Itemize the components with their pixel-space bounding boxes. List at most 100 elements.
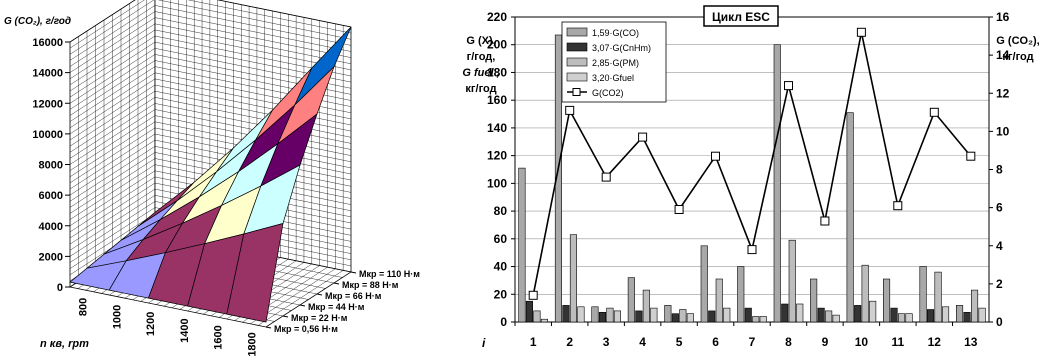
- co2-point: [638, 132, 648, 142]
- bar: [686, 313, 694, 323]
- y-tick-label: 120: [487, 149, 507, 163]
- bar: [744, 307, 752, 323]
- bar: [796, 303, 804, 323]
- y-right-tick-label: 8: [996, 163, 1003, 177]
- category-label: 4: [639, 335, 646, 349]
- bar: [650, 307, 658, 323]
- chart-title-box: Цикл ESC: [703, 5, 779, 27]
- bar: [825, 310, 833, 323]
- wall-gridline: [69, 11, 352, 67]
- bar: [897, 313, 906, 323]
- z-tick-label: 8000: [39, 160, 63, 172]
- category-label: 8: [785, 335, 792, 349]
- torque-tick-mark: [316, 293, 323, 296]
- y-tick-label: 220: [487, 10, 507, 24]
- wall-gridline: [69, 60, 352, 116]
- wall-gridline: [69, 207, 352, 263]
- chart-title: Цикл ESC: [712, 10, 770, 24]
- wall-gridline: [69, 188, 352, 245]
- y-tick-label: 40: [494, 260, 508, 274]
- right-axis-label: G (CO₂), кг/год: [996, 35, 1039, 63]
- bar: [577, 306, 585, 323]
- surface-chart: G (CO₂), г/год 0 2000 4000 6000 8000 10000 120…: [4, 0, 420, 356]
- x-axis-ticks: 800 1000 1200 1400 1600 1800: [78, 298, 259, 356]
- wall-gridline: [69, 23, 352, 79]
- bar: [679, 309, 687, 323]
- wall-gridline: [69, 48, 352, 104]
- legend-label: 3,20·Gfuel: [592, 73, 634, 83]
- bar: [533, 310, 541, 323]
- bar: [554, 34, 563, 323]
- bar: [671, 313, 679, 323]
- y-right-tick-label: 16: [996, 10, 1010, 24]
- wall-gridline: [69, 0, 352, 43]
- left-axis-label-line: г/год,: [467, 51, 496, 63]
- wall-gridline: [69, 29, 352, 86]
- co2-point: [747, 245, 757, 255]
- legend-swatch: [566, 42, 588, 52]
- torque-tick-mark: [282, 315, 289, 318]
- bar: [759, 316, 767, 323]
- bar: [861, 264, 869, 323]
- bar: [869, 300, 877, 323]
- left-axis-label-line: кг/год: [465, 83, 496, 95]
- z-tick-label: 10000: [32, 129, 63, 141]
- bar: [518, 167, 526, 323]
- z-axis-label: G (CO₂), г/год: [4, 16, 71, 27]
- bar: [788, 239, 796, 323]
- y-right-tick-label: 0: [996, 315, 1003, 329]
- z-tick-label: 14000: [32, 68, 63, 80]
- bar: [890, 307, 898, 323]
- z-tick-label: 12000: [32, 98, 63, 110]
- category-label: 6: [712, 335, 719, 349]
- bar: [854, 305, 862, 323]
- category-label: 5: [676, 335, 683, 349]
- right-axis-ticks: 0 2 4 6 8 10 12 14 16: [989, 10, 1010, 329]
- surface-patch: [226, 223, 284, 323]
- right-axis-label-line: G (CO₂),: [996, 35, 1039, 47]
- wall-gridline: [69, 66, 352, 122]
- category-label: 7: [749, 335, 756, 349]
- bar: [525, 300, 534, 323]
- left-axis-label-line: G (X),: [466, 35, 495, 47]
- bar: [781, 303, 789, 323]
- legend-label: 1,59·G(CO): [592, 28, 639, 38]
- bar: [700, 245, 708, 323]
- category-label: 12: [928, 335, 942, 349]
- bar: [598, 311, 607, 323]
- legend-marker: [572, 88, 581, 96]
- bar: [737, 266, 745, 323]
- co2-point: [674, 205, 684, 214]
- x-tick-label: 800: [78, 298, 90, 316]
- torque-label: Мкр = 22 Н·м: [291, 313, 348, 323]
- y-right-tick-label: 14: [996, 48, 1010, 62]
- x-tick-label: 1600: [213, 325, 225, 349]
- co2-point: [528, 290, 538, 300]
- y-right-tick-label: 4: [996, 239, 1003, 253]
- legend-swatch: [566, 57, 588, 67]
- category-label: 3: [603, 335, 610, 349]
- bar: [978, 307, 986, 323]
- legend-label: 3,07·G(CnHm): [592, 43, 651, 53]
- co2-point: [856, 27, 866, 37]
- wall-gridline: [69, 17, 352, 73]
- bar: [941, 306, 950, 323]
- category-label: 2: [566, 335, 573, 349]
- bar: [955, 305, 964, 323]
- legend-label: 2,85·G(PM): [592, 58, 639, 68]
- torque-tick-mark: [350, 271, 357, 274]
- category-label: 1: [530, 335, 537, 349]
- bar: [773, 44, 781, 323]
- wall-gridline: [69, 195, 352, 251]
- wall-gridline: [69, 5, 352, 61]
- bar: [934, 271, 942, 323]
- y-tick-label: 80: [494, 204, 508, 218]
- wall-gridline: [69, 0, 352, 49]
- z-tick-label: 0: [57, 282, 63, 294]
- bar: [715, 278, 723, 323]
- torque-label: Мкр = 44 Н·м: [308, 302, 365, 312]
- z-axis-ticks: 0 2000 4000 6000 8000 10000 12000 14000 16000: [32, 37, 70, 294]
- bar: [708, 310, 716, 323]
